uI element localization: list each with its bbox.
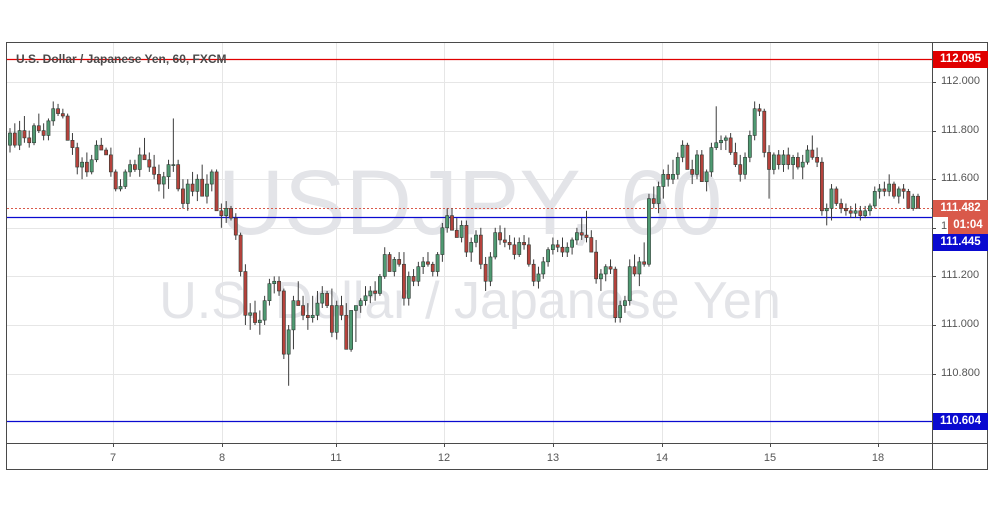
time-tick-label: 8 — [218, 452, 226, 464]
support-far-price-tag: 110.604 — [933, 413, 988, 431]
candlesticks — [8, 101, 920, 386]
grid-lines — [7, 43, 932, 443]
time-tick-label: 7 — [109, 452, 117, 464]
chart-frame[interactable] — [6, 42, 988, 470]
watermark-description: U.S. Dollar / Japanese Yen — [159, 272, 781, 330]
time-tick-label: 14 — [655, 452, 669, 464]
watermark-symbol: USDJPY, 60 — [218, 152, 723, 254]
support-near-price-tag: 111.445 — [933, 234, 988, 251]
price-tick-label: 111.600 — [941, 172, 980, 185]
price-tick-label: 110.800 — [941, 366, 980, 379]
axis-ticks — [113, 82, 936, 447]
chart-legend-title: U.S. Dollar / Japanese Yen, 60, FXCM — [16, 52, 227, 66]
price-tick-label: 112.000 — [941, 75, 980, 87]
partial-price-tick: 1 — [941, 220, 948, 232]
price-tick-label: 111.800 — [941, 123, 980, 136]
time-tick-label: 18 — [871, 452, 885, 464]
price-tick-label: 111.200 — [941, 269, 980, 282]
horizontal-price-lines[interactable] — [7, 58, 932, 423]
bar-countdown-tag: 01:04 — [948, 217, 988, 234]
price-tick-label: 111.000 — [941, 318, 980, 330]
last-price-tag: 111.482 — [933, 199, 988, 217]
time-tick-label: 11 — [330, 452, 342, 464]
time-tick-label: 12 — [437, 452, 451, 464]
time-tick-label: 15 — [763, 452, 777, 464]
watermark: USDJPY, 60 U.S. Dollar / Japanese Yen — [159, 152, 781, 330]
time-tick-label: 13 — [546, 452, 560, 464]
resistance-price-tag: 112.095 — [933, 50, 988, 68]
